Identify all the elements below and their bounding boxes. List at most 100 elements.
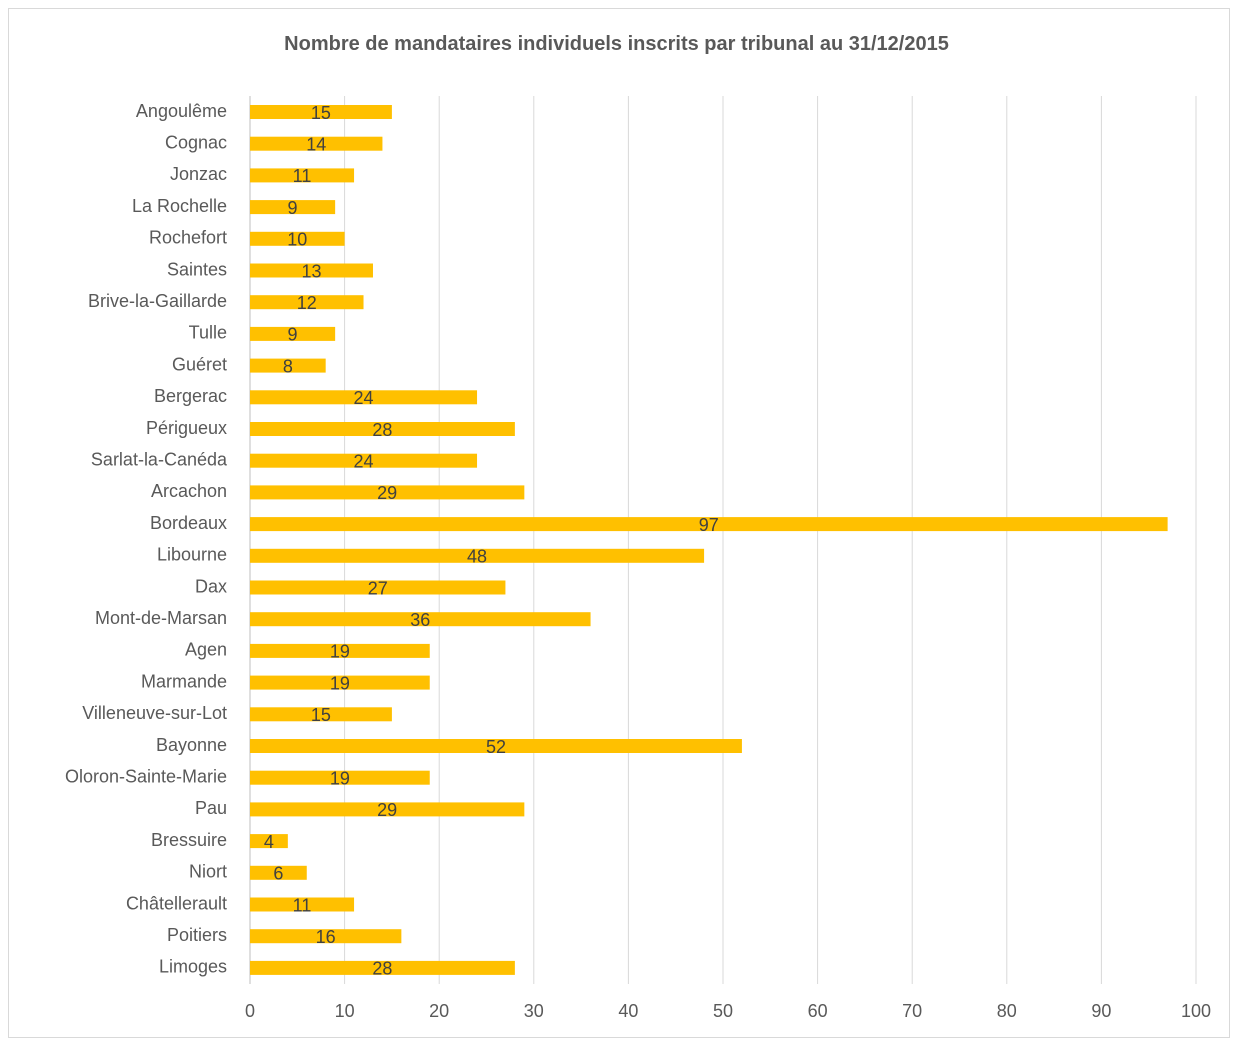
bar-Poitiers bbox=[250, 929, 402, 944]
x-tick-50: 50 bbox=[713, 1001, 733, 1021]
category-label-Jonzac: Jonzac bbox=[170, 164, 227, 184]
data-label-Arcachon: 29 bbox=[377, 483, 397, 503]
category-label-Guéret: Guéret bbox=[172, 354, 227, 374]
data-label-Rochefort: 10 bbox=[287, 230, 307, 250]
category-label-Bayonne: Bayonne bbox=[156, 735, 227, 755]
data-label-Mont-de-Marsan: 36 bbox=[410, 610, 430, 630]
bar-Marmande bbox=[250, 675, 430, 690]
data-label-Bressuire: 4 bbox=[264, 832, 274, 852]
bar-Niort bbox=[250, 865, 307, 880]
bar-Tulle bbox=[250, 326, 336, 341]
category-label-Angoulême: Angoulême bbox=[136, 101, 227, 121]
x-tick-30: 30 bbox=[524, 1001, 544, 1021]
bar-Dax bbox=[250, 580, 506, 595]
category-label-Bordeaux: Bordeaux bbox=[150, 513, 227, 533]
data-labels: 1514119101312982428242997482736191915521… bbox=[264, 103, 719, 979]
category-labels: Angoulême Cognac Jonzac La Rochelle Rochefor… bbox=[65, 101, 228, 977]
data-label-Guéret: 8 bbox=[283, 356, 293, 376]
data-label-Saintes: 13 bbox=[301, 261, 321, 281]
x-tick-20: 20 bbox=[429, 1001, 449, 1021]
data-label-La Rochelle: 9 bbox=[288, 198, 298, 218]
chart-title: Nombre de mandataires individuels inscri… bbox=[284, 33, 949, 55]
data-label-Tulle: 9 bbox=[288, 325, 298, 345]
x-tick-100: 100 bbox=[1181, 1001, 1211, 1021]
category-label-Saintes: Saintes bbox=[167, 259, 227, 279]
bar-Saintes bbox=[250, 263, 373, 278]
bar-Oloron-Sainte-Marie bbox=[250, 770, 430, 785]
data-label-Sarlat-la-Canéda: 24 bbox=[354, 451, 374, 471]
bar-Périgueux bbox=[250, 422, 515, 436]
category-label-Niort: Niort bbox=[189, 862, 227, 882]
bar-Agen bbox=[250, 643, 430, 658]
bar-Bressuire bbox=[250, 834, 288, 849]
data-label-Poitiers: 16 bbox=[316, 927, 336, 947]
x-tick-0: 0 bbox=[245, 1001, 255, 1021]
category-label-Poitiers: Poitiers bbox=[167, 925, 227, 945]
category-label-Périgueux: Périgueux bbox=[146, 418, 227, 438]
bar-Limoges bbox=[250, 960, 515, 975]
gridlines bbox=[249, 96, 1197, 984]
category-label-Dax: Dax bbox=[195, 576, 227, 596]
bars bbox=[250, 105, 1168, 975]
category-label-Marmande: Marmande bbox=[141, 671, 227, 691]
x-tick-70: 70 bbox=[902, 1001, 922, 1021]
bar-La Rochelle bbox=[250, 200, 336, 215]
data-label-Angoulême: 15 bbox=[311, 103, 331, 123]
x-tick-10: 10 bbox=[335, 1001, 355, 1021]
x-tick-90: 90 bbox=[1091, 1001, 1111, 1021]
category-label-Pau: Pau bbox=[195, 798, 227, 818]
data-label-Marmande: 19 bbox=[330, 673, 350, 693]
bar-Cognac bbox=[250, 136, 383, 151]
category-label-Bressuire: Bressuire bbox=[151, 830, 227, 850]
data-label-Oloron-Sainte-Marie: 19 bbox=[330, 768, 350, 788]
x-tick-60: 60 bbox=[808, 1001, 828, 1021]
category-label-Tulle: Tulle bbox=[189, 323, 227, 343]
category-label-Agen: Agen bbox=[185, 640, 227, 660]
category-label-Mont-de-Marsan: Mont-de-Marsan bbox=[95, 608, 227, 628]
category-label-Oloron-Sainte-Marie: Oloron-Sainte-Marie bbox=[65, 766, 227, 786]
x-tick-40: 40 bbox=[618, 1001, 638, 1021]
data-label-Bergerac: 24 bbox=[354, 388, 374, 408]
bar-Châtellerault bbox=[250, 897, 355, 912]
category-label-Rochefort: Rochefort bbox=[149, 228, 227, 248]
data-label-Périgueux: 28 bbox=[372, 420, 392, 440]
bar-Jonzac bbox=[250, 168, 355, 183]
category-label-Brive-la-Gaillarde: Brive-la-Gaillarde bbox=[88, 291, 227, 311]
x-tick-80: 80 bbox=[997, 1001, 1017, 1021]
bar-Sarlat-la-Canéda bbox=[250, 453, 478, 468]
data-label-Bayonne: 52 bbox=[486, 737, 506, 757]
category-label-La Rochelle: La Rochelle bbox=[132, 196, 227, 216]
category-label-Libourne: Libourne bbox=[157, 545, 227, 565]
bar-Guéret bbox=[250, 358, 326, 373]
data-label-Cognac: 14 bbox=[306, 134, 326, 154]
data-label-Libourne: 48 bbox=[467, 547, 487, 567]
bar-Rochefort bbox=[250, 231, 345, 246]
bar-Bayonne bbox=[250, 739, 742, 753]
bar-Mont-de-Marsan bbox=[250, 612, 591, 627]
category-label-Sarlat-la-Canéda: Sarlat-la-Canéda bbox=[91, 449, 228, 469]
data-label-Bordeaux: 97 bbox=[699, 515, 719, 535]
data-label-Châtellerault: 11 bbox=[293, 895, 312, 915]
bar-Villeneuve-sur-Lot bbox=[250, 707, 392, 722]
category-label-Bergerac: Bergerac bbox=[154, 386, 227, 406]
data-label-Jonzac: 11 bbox=[293, 166, 312, 186]
bar-Angoulême bbox=[250, 105, 392, 119]
x-tick-labels: 0 10 20 30 40 50 60 70 80 90 100 bbox=[245, 1001, 1211, 1021]
bar-Brive-la-Gaillarde bbox=[250, 295, 364, 310]
data-label-Brive-la-Gaillarde: 12 bbox=[297, 293, 317, 313]
data-label-Villeneuve-sur-Lot: 15 bbox=[311, 705, 331, 725]
data-label-Pau: 29 bbox=[377, 800, 397, 820]
bar-Arcachon bbox=[250, 485, 525, 500]
bar-Bergerac bbox=[250, 390, 478, 405]
bar-Libourne bbox=[250, 548, 705, 563]
data-label-Niort: 6 bbox=[273, 864, 283, 884]
bar-Pau bbox=[250, 802, 525, 817]
data-label-Agen: 19 bbox=[330, 642, 350, 662]
category-label-Arcachon: Arcachon bbox=[151, 481, 227, 501]
category-label-Châtellerault: Châtellerault bbox=[126, 893, 227, 913]
bar-Bordeaux bbox=[250, 517, 1168, 532]
category-label-Limoges: Limoges bbox=[159, 957, 227, 977]
data-label-Dax: 27 bbox=[368, 578, 388, 598]
category-label-Villeneuve-sur-Lot: Villeneuve-sur-Lot bbox=[82, 703, 227, 723]
